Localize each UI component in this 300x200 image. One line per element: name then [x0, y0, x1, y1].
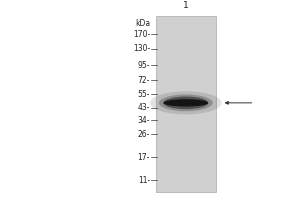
Text: kDa: kDa	[135, 19, 150, 28]
Text: 130-: 130-	[133, 44, 150, 53]
Text: 72-: 72-	[138, 76, 150, 85]
Text: 170-: 170-	[133, 30, 150, 39]
Text: 11-: 11-	[138, 176, 150, 185]
Text: 95-: 95-	[137, 61, 150, 70]
Text: 55-: 55-	[137, 90, 150, 99]
Ellipse shape	[150, 91, 222, 114]
Bar	[156, 16, 216, 192]
Text: 26-: 26-	[138, 130, 150, 139]
Ellipse shape	[164, 99, 208, 107]
Ellipse shape	[164, 97, 208, 109]
Ellipse shape	[159, 94, 213, 111]
Text: 34-: 34-	[137, 116, 150, 125]
Text: 43-: 43-	[137, 103, 150, 112]
Text: 1: 1	[183, 1, 189, 10]
Text: 17-: 17-	[138, 153, 150, 162]
